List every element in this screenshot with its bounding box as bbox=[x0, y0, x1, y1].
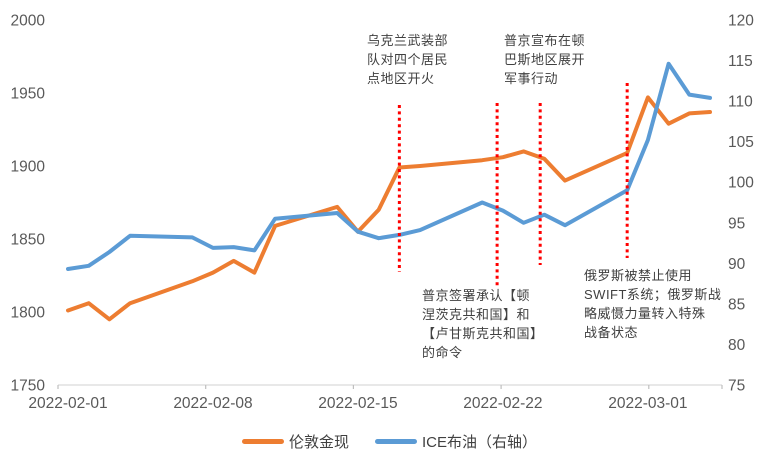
gold-line bbox=[66, 95, 712, 322]
right-axis-tick-label: 105 bbox=[728, 134, 754, 151]
brent-line-label: ICE布油（右轴） bbox=[422, 433, 538, 451]
annotation-swift-ban: 俄罗斯被禁止使用 SWIFT系统；俄罗斯战 略威慑力量转入特殊 战备状态 bbox=[584, 268, 722, 340]
legend-item-gold: 伦敦金现 bbox=[241, 431, 349, 452]
right-axis-tick-label: 120 bbox=[728, 13, 754, 30]
left-axis-tick-label: 1800 bbox=[11, 305, 46, 322]
left-axis-tick-label: 1850 bbox=[11, 232, 46, 249]
x-axis-tick-label: 2022-02-01 bbox=[28, 395, 107, 412]
right-axis-tick-label: 115 bbox=[728, 53, 753, 70]
left-axis-tick-label: 2000 bbox=[11, 13, 46, 30]
x-axis-tick-label: 2022-02-22 bbox=[463, 395, 542, 412]
right-axis-tick-label: 80 bbox=[728, 337, 746, 354]
right-axis-tick-label: 95 bbox=[728, 215, 745, 232]
right-axis-tick-label: 110 bbox=[728, 94, 753, 111]
x-axis-tick-label: 2022-03-01 bbox=[608, 395, 687, 412]
annotation-military-operation: 普京宣布在顿 巴斯地区展开 军事行动 bbox=[504, 33, 586, 86]
legend-item-brent: ICE布油（右轴） bbox=[375, 431, 537, 452]
annotation-recognition-decree: 普京签署承认【顿 涅茨克共和国】和 【卢甘斯克共和国】 的命令 bbox=[422, 288, 544, 360]
right-axis-tick-label: 75 bbox=[728, 378, 745, 395]
right-axis-tick-label: 90 bbox=[728, 256, 746, 273]
x-axis-tick-label: 2022-02-08 bbox=[173, 395, 252, 412]
left-axis-tick-label: 1900 bbox=[11, 159, 46, 176]
brent-line bbox=[66, 61, 712, 271]
brent-line-swatch bbox=[375, 438, 417, 444]
annotation-ukraine-shelling: 乌克兰武装部 队对四个居民 点地区开火 bbox=[367, 33, 449, 86]
right-axis-tick-label: 100 bbox=[728, 175, 754, 192]
left-axis-tick-label: 1950 bbox=[11, 86, 46, 103]
left-axis-tick-label: 1750 bbox=[11, 378, 46, 395]
gold-line-label: 伦敦金现 bbox=[288, 433, 349, 451]
x-axis-tick-label: 2022-02-15 bbox=[318, 395, 397, 412]
gold-line-swatch bbox=[241, 438, 284, 444]
right-axis-tick-label: 85 bbox=[728, 296, 745, 313]
legend: 伦敦金现 ICE布油（右轴） bbox=[0, 429, 779, 453]
